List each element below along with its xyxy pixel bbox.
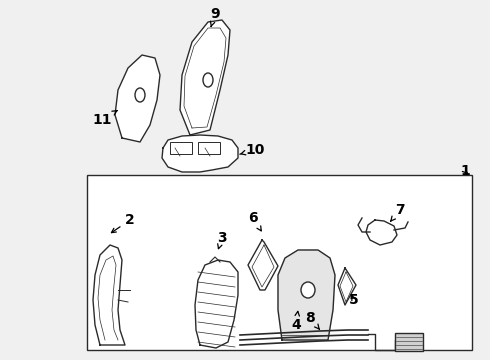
Ellipse shape bbox=[135, 88, 145, 102]
Bar bbox=[198, 142, 220, 154]
Bar bbox=[87, 175, 472, 350]
Polygon shape bbox=[278, 250, 335, 340]
Polygon shape bbox=[366, 220, 397, 245]
Text: 11: 11 bbox=[92, 111, 117, 127]
Polygon shape bbox=[248, 240, 278, 290]
Polygon shape bbox=[338, 268, 356, 305]
Ellipse shape bbox=[203, 73, 213, 87]
Text: 6: 6 bbox=[248, 211, 261, 231]
Text: 10: 10 bbox=[240, 143, 265, 157]
Polygon shape bbox=[115, 55, 160, 142]
Polygon shape bbox=[180, 20, 230, 135]
Text: 1: 1 bbox=[460, 164, 470, 178]
Text: 7: 7 bbox=[391, 203, 405, 221]
Polygon shape bbox=[93, 245, 125, 345]
Text: 9: 9 bbox=[210, 7, 220, 27]
Text: 5: 5 bbox=[349, 293, 359, 307]
Bar bbox=[395, 333, 423, 351]
Text: 2: 2 bbox=[111, 213, 135, 233]
Ellipse shape bbox=[301, 282, 315, 298]
Text: 8: 8 bbox=[305, 311, 319, 329]
Text: 3: 3 bbox=[217, 231, 227, 249]
Polygon shape bbox=[162, 135, 238, 172]
Polygon shape bbox=[195, 260, 238, 348]
Bar bbox=[170, 142, 192, 154]
Text: 4: 4 bbox=[291, 311, 301, 332]
